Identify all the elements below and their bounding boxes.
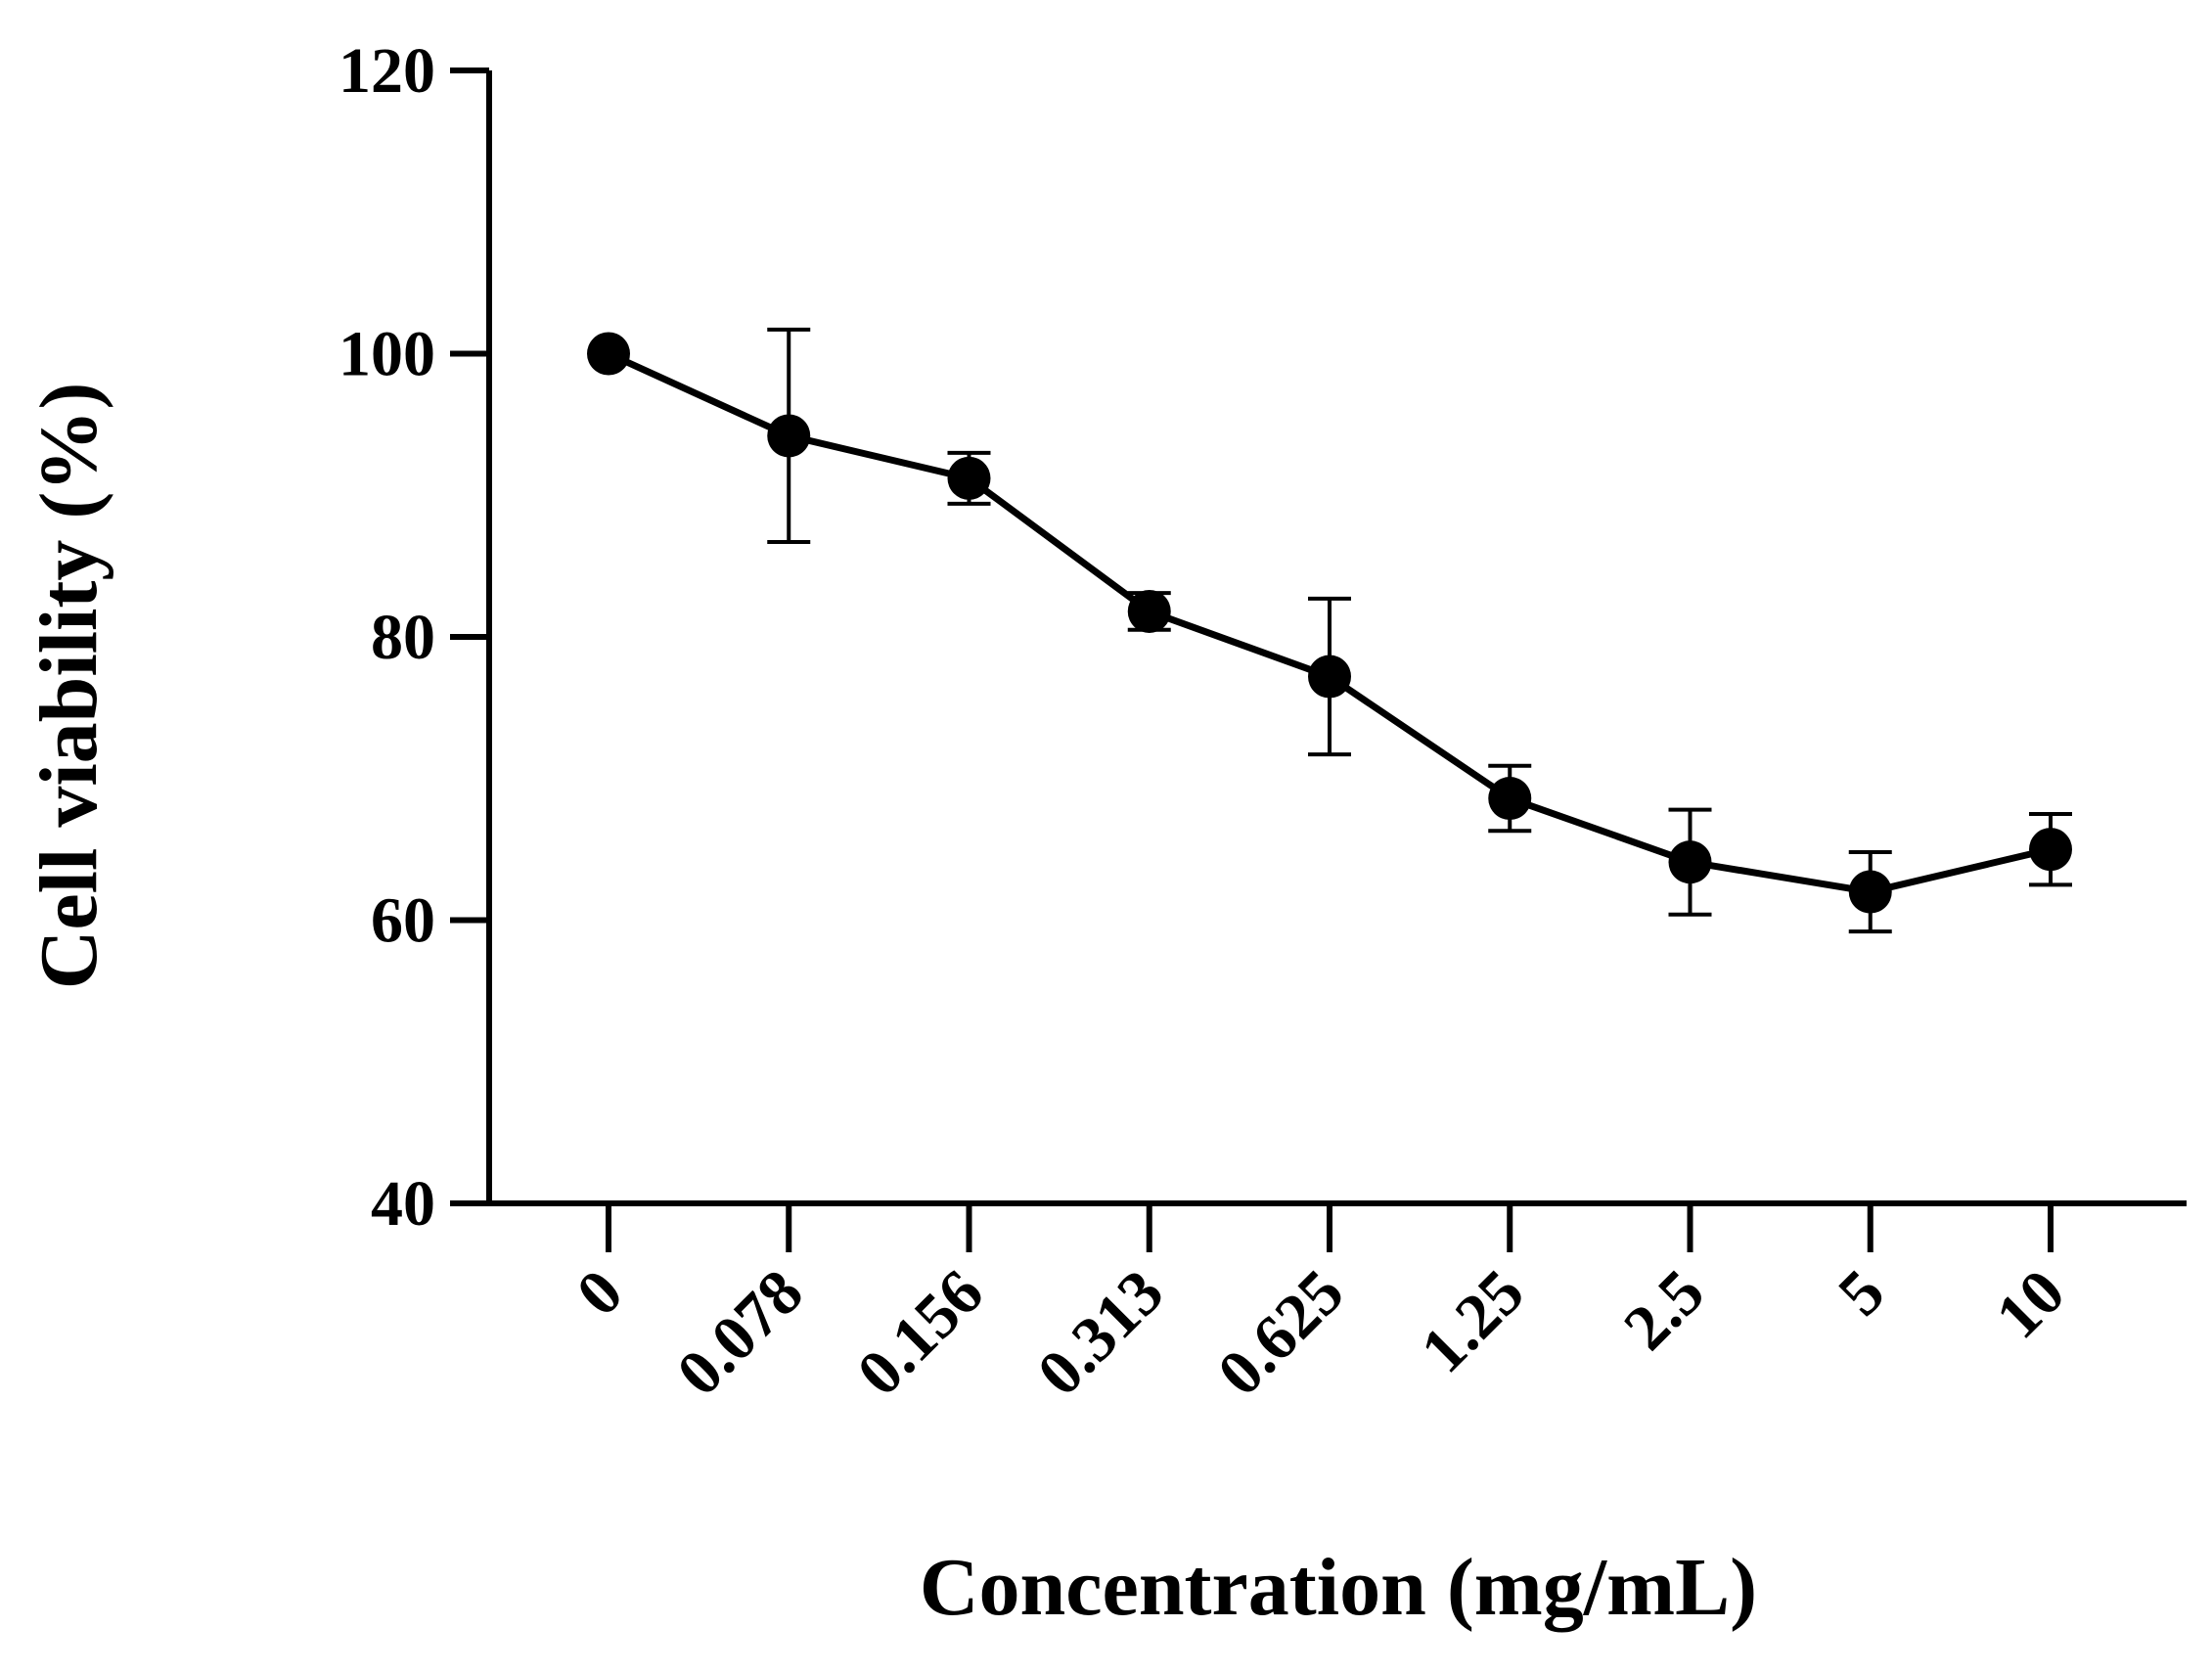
y-ticks: 40 60 80 100 120	[339, 35, 489, 1240]
axes	[486, 70, 2187, 1206]
data-point	[767, 414, 811, 458]
x-tick-label: 0.313	[1024, 1256, 1178, 1410]
x-tick-label: 0.156	[843, 1256, 997, 1410]
x-ticks: 0 0.078 0.156 0.313 0.625 1.25 2.5 5 10	[564, 1203, 2079, 1410]
y-tick-label: 120	[339, 35, 435, 107]
x-tick-label: 0.078	[663, 1256, 817, 1410]
y-tick-label: 60	[371, 885, 435, 957]
x-tick-label: 2.5	[1610, 1256, 1718, 1364]
y-axis-title: Cell viability (%)	[23, 383, 114, 990]
data-point	[1127, 589, 1171, 633]
data-point	[1848, 870, 1892, 914]
x-tick-label: 1.25	[1408, 1256, 1538, 1386]
data-point	[2029, 828, 2072, 872]
y-tick-label: 100	[339, 319, 435, 390]
y-tick-label: 80	[371, 602, 435, 673]
x-tick-label: 5	[1825, 1256, 1898, 1330]
series	[587, 327, 2072, 934]
data-point	[1488, 777, 1532, 821]
data-point	[1668, 840, 1712, 884]
x-axis-title: Concentration (mg/mL)	[920, 1542, 1757, 1633]
y-tick-label: 40	[371, 1168, 435, 1240]
data-point	[587, 332, 630, 376]
x-tick-label: 0	[564, 1256, 637, 1330]
data-point	[947, 456, 991, 500]
x-tick-label: 10	[1982, 1256, 2078, 1352]
x-tick-label: 0.625	[1204, 1256, 1358, 1410]
data-point	[1308, 655, 1351, 699]
